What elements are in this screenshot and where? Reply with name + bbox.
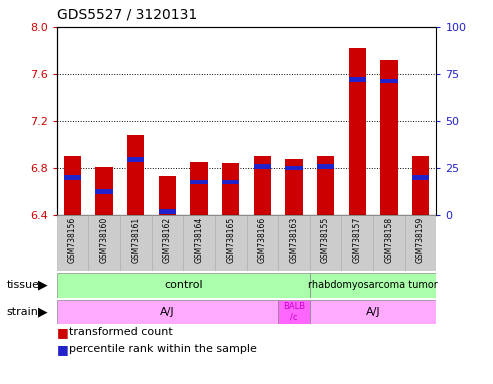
Bar	[373, 215, 405, 271]
Text: A/J: A/J	[160, 307, 175, 317]
Bar	[341, 215, 373, 271]
Bar	[57, 273, 310, 298]
Bar	[127, 157, 144, 162]
Text: GSM738156: GSM738156	[68, 217, 77, 263]
Bar	[190, 162, 208, 215]
Bar	[310, 273, 436, 298]
Text: strain: strain	[6, 307, 38, 317]
Bar	[285, 159, 303, 215]
Bar	[246, 215, 278, 271]
Text: ▶: ▶	[38, 306, 48, 319]
Text: GSM738158: GSM738158	[385, 217, 393, 263]
Bar	[317, 156, 334, 215]
Bar	[215, 215, 246, 271]
Bar	[222, 163, 240, 215]
Bar	[310, 215, 341, 271]
Text: percentile rank within the sample: percentile rank within the sample	[69, 344, 257, 354]
Bar	[278, 300, 310, 324]
Bar	[253, 164, 271, 169]
Text: GSM738165: GSM738165	[226, 217, 235, 263]
Text: GSM738166: GSM738166	[258, 217, 267, 263]
Bar	[405, 215, 436, 271]
Text: ▶: ▶	[38, 279, 48, 292]
Text: GSM738159: GSM738159	[416, 217, 425, 263]
Bar	[190, 180, 208, 184]
Text: ■: ■	[57, 326, 69, 339]
Text: GSM738164: GSM738164	[195, 217, 204, 263]
Bar	[222, 180, 240, 184]
Bar	[412, 175, 429, 180]
Bar	[380, 79, 397, 83]
Bar	[349, 48, 366, 215]
Text: GDS5527 / 3120131: GDS5527 / 3120131	[57, 7, 197, 21]
Text: GSM738160: GSM738160	[100, 217, 108, 263]
Bar	[88, 215, 120, 271]
Text: GSM738161: GSM738161	[131, 217, 141, 263]
Bar	[412, 156, 429, 215]
Bar	[96, 189, 113, 194]
Text: tissue: tissue	[6, 280, 39, 290]
Text: GSM738157: GSM738157	[352, 217, 362, 263]
Text: transformed count: transformed count	[69, 327, 173, 337]
Text: rhabdomyosarcoma tumor: rhabdomyosarcoma tumor	[308, 280, 438, 290]
Bar	[159, 209, 176, 214]
Bar	[64, 175, 81, 180]
Bar	[127, 135, 144, 215]
Text: control: control	[164, 280, 203, 290]
Bar	[96, 167, 113, 215]
Bar	[285, 166, 303, 170]
Bar	[152, 215, 183, 271]
Bar	[310, 300, 436, 324]
Bar	[253, 156, 271, 215]
Text: A/J: A/J	[366, 307, 380, 317]
Bar	[349, 78, 366, 82]
Bar	[317, 164, 334, 169]
Text: GSM738155: GSM738155	[321, 217, 330, 263]
Text: ■: ■	[57, 343, 69, 356]
Bar	[120, 215, 152, 271]
Bar	[159, 176, 176, 215]
Bar	[57, 215, 88, 271]
Text: BALB
/c: BALB /c	[283, 302, 305, 322]
Bar	[57, 300, 278, 324]
Text: GSM738163: GSM738163	[289, 217, 298, 263]
Bar	[278, 215, 310, 271]
Bar	[183, 215, 215, 271]
Bar	[64, 156, 81, 215]
Bar	[380, 60, 397, 215]
Text: GSM738162: GSM738162	[163, 217, 172, 263]
